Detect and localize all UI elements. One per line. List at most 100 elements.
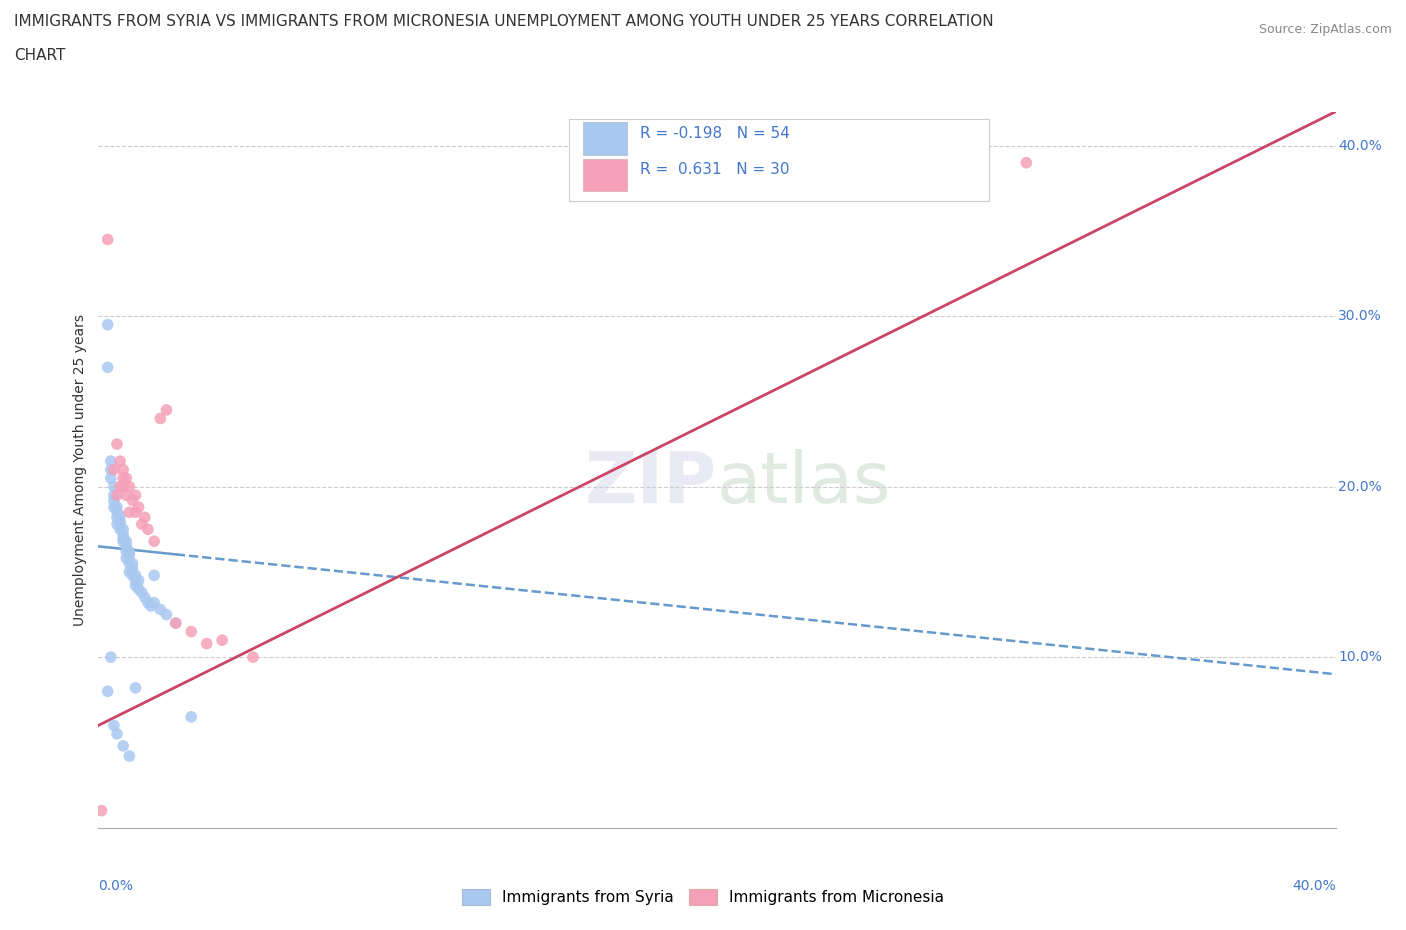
- Point: [124, 505, 146, 520]
- Point: [108, 508, 131, 523]
- FancyBboxPatch shape: [568, 119, 990, 201]
- Point: [149, 602, 172, 617]
- Point: [118, 556, 141, 571]
- Point: [180, 624, 202, 639]
- Point: [242, 650, 264, 665]
- Point: [121, 493, 143, 508]
- Point: [155, 607, 177, 622]
- Point: [100, 462, 122, 477]
- Point: [112, 527, 135, 542]
- Point: [103, 499, 125, 514]
- Point: [124, 681, 146, 696]
- Point: [105, 505, 128, 520]
- Point: [103, 462, 125, 477]
- Point: [108, 522, 131, 537]
- Point: [128, 499, 150, 514]
- Point: [124, 578, 146, 593]
- Point: [112, 530, 135, 545]
- Point: [121, 568, 143, 583]
- Text: 30.0%: 30.0%: [1339, 309, 1382, 324]
- Point: [108, 454, 131, 469]
- Point: [103, 493, 125, 508]
- Point: [118, 479, 141, 494]
- Point: [103, 479, 125, 494]
- Point: [128, 581, 150, 596]
- Text: 40.0%: 40.0%: [1292, 879, 1336, 893]
- Text: 10.0%: 10.0%: [1339, 650, 1382, 664]
- Point: [97, 684, 120, 698]
- Point: [115, 551, 138, 565]
- Point: [108, 479, 131, 494]
- Point: [90, 804, 112, 818]
- Point: [97, 232, 120, 247]
- Point: [180, 710, 202, 724]
- Point: [136, 522, 159, 537]
- Text: IMMIGRANTS FROM SYRIA VS IMMIGRANTS FROM MICRONESIA UNEMPLOYMENT AMONG YOUTH UND: IMMIGRANTS FROM SYRIA VS IMMIGRANTS FROM…: [14, 14, 994, 29]
- Point: [112, 479, 135, 494]
- Point: [128, 573, 150, 588]
- Point: [143, 568, 166, 583]
- Point: [115, 487, 138, 502]
- FancyBboxPatch shape: [583, 159, 627, 191]
- Point: [105, 437, 128, 452]
- Point: [155, 403, 177, 418]
- Text: 0.0%: 0.0%: [98, 879, 134, 893]
- Point: [121, 556, 143, 571]
- Point: [108, 517, 131, 532]
- Point: [112, 471, 135, 485]
- Text: Source: ZipAtlas.com: Source: ZipAtlas.com: [1258, 23, 1392, 36]
- Text: 40.0%: 40.0%: [1339, 139, 1382, 153]
- Point: [131, 585, 153, 600]
- Point: [115, 534, 138, 549]
- Point: [108, 513, 131, 528]
- Y-axis label: Unemployment Among Youth under 25 years: Unemployment Among Youth under 25 years: [73, 313, 87, 626]
- Point: [115, 539, 138, 554]
- Point: [97, 317, 120, 332]
- Point: [105, 510, 128, 525]
- Point: [124, 487, 146, 502]
- Point: [97, 360, 120, 375]
- FancyBboxPatch shape: [583, 123, 627, 154]
- Point: [118, 565, 141, 579]
- Point: [1015, 155, 1038, 170]
- Point: [131, 517, 153, 532]
- Point: [149, 411, 172, 426]
- Text: 20.0%: 20.0%: [1339, 480, 1382, 494]
- Point: [100, 454, 122, 469]
- Point: [105, 499, 128, 514]
- Point: [124, 568, 146, 583]
- Point: [134, 591, 156, 605]
- Text: R = -0.198   N = 54: R = -0.198 N = 54: [640, 126, 790, 140]
- Point: [112, 534, 135, 549]
- Point: [100, 471, 122, 485]
- Point: [139, 599, 162, 614]
- Point: [143, 534, 166, 549]
- Point: [136, 595, 159, 610]
- Point: [195, 636, 218, 651]
- Point: [100, 650, 122, 665]
- Point: [143, 595, 166, 610]
- Point: [112, 462, 135, 477]
- Text: R =  0.631   N = 30: R = 0.631 N = 30: [640, 162, 790, 177]
- Text: atlas: atlas: [717, 449, 891, 518]
- Legend: Immigrants from Syria, Immigrants from Micronesia: Immigrants from Syria, Immigrants from M…: [454, 882, 952, 913]
- Point: [112, 738, 135, 753]
- Point: [118, 749, 141, 764]
- Point: [112, 522, 135, 537]
- Point: [103, 718, 125, 733]
- Text: CHART: CHART: [14, 48, 66, 63]
- Point: [103, 487, 125, 502]
- Point: [118, 548, 141, 563]
- Point: [118, 544, 141, 559]
- Point: [115, 471, 138, 485]
- Point: [105, 517, 128, 532]
- Point: [121, 561, 143, 576]
- Point: [165, 616, 187, 631]
- Point: [134, 510, 156, 525]
- Point: [211, 632, 233, 647]
- Point: [105, 487, 128, 502]
- Point: [118, 505, 141, 520]
- Point: [105, 726, 128, 741]
- Point: [165, 616, 187, 631]
- Point: [115, 544, 138, 559]
